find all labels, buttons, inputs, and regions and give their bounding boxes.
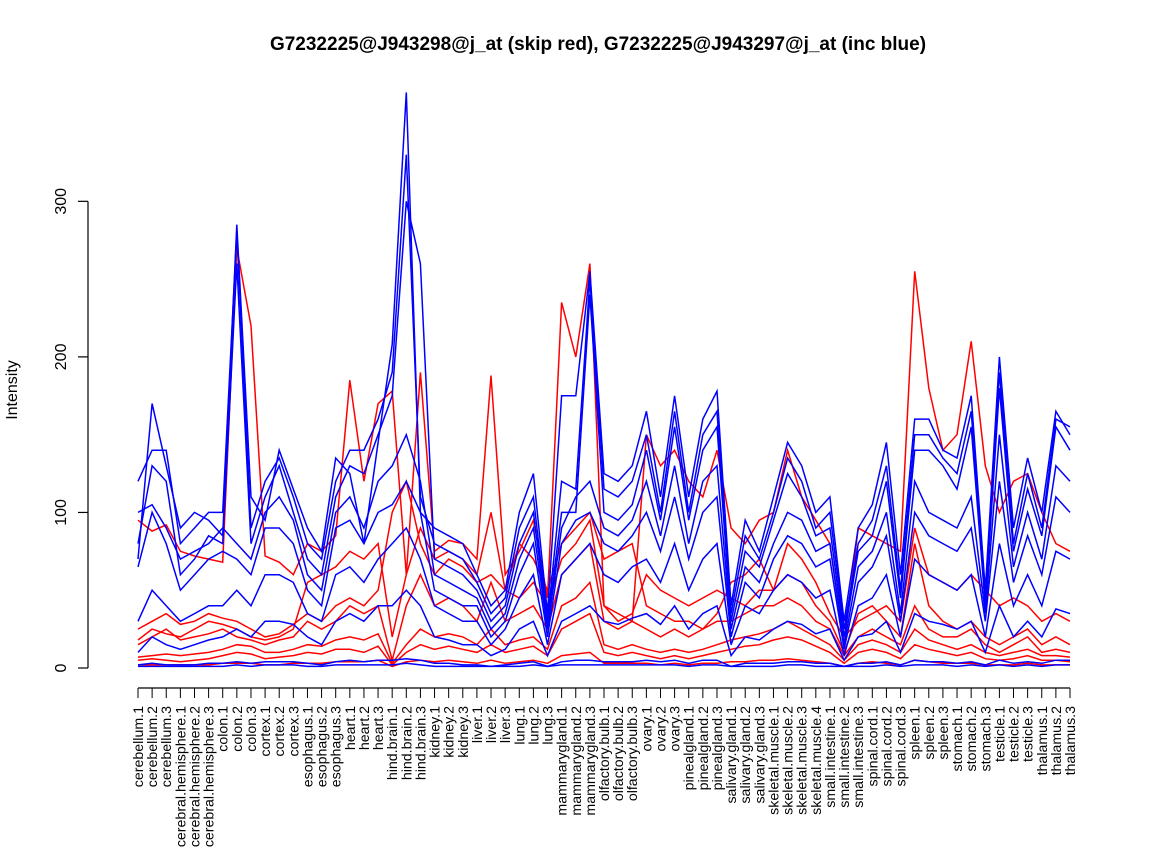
x-tick-label: ovary.2	[653, 706, 669, 752]
x-tick-label: liver.2	[484, 706, 500, 743]
x-tick-label: cerebellum.1	[131, 706, 147, 787]
x-tick-label: testicle.1	[992, 706, 1008, 762]
x-tick-label: esophagus.1	[300, 706, 316, 787]
x-tick-label: cerebellum.3	[159, 706, 175, 787]
x-tick-label: kidney.3	[456, 706, 472, 758]
x-tick-label: hind.brain.2	[399, 706, 415, 780]
y-tick-label: 0	[53, 663, 70, 672]
y-tick-label: 100	[53, 499, 70, 526]
x-tick-label: colon.2	[230, 706, 246, 752]
x-tick-label: small.intestine.1	[823, 706, 839, 808]
series-line-inc-15	[137, 657, 1070, 668]
x-tick-label: olfactory.bulb.3	[625, 706, 641, 801]
y-tick-label: 200	[53, 343, 70, 370]
y-axis: 0 100 200 300	[53, 188, 89, 672]
x-tick-label: spinal.cord.3	[894, 706, 910, 787]
series-line-inc-10	[137, 201, 1071, 638]
x-tick-label: pinealgland.1	[682, 706, 698, 791]
x-tick-label: spleen.3	[936, 706, 952, 760]
x-tick-label: esophagus.3	[329, 706, 345, 787]
series-line-skip-6	[137, 612, 1071, 666]
x-tick-label: thalamus.2	[1049, 706, 1065, 776]
x-tick-label: spinal.cord.1	[865, 706, 881, 787]
x-tick-label: lung.1	[512, 706, 528, 745]
x-tick-label: hind.brain.3	[413, 706, 429, 780]
series-line-skip-5	[137, 580, 1071, 665]
x-tick-label: pinealgland.3	[710, 706, 726, 791]
x-tick-label: ovary.3	[668, 706, 684, 752]
x-tick-label: liver.1	[470, 706, 486, 743]
x-tick-label: stomach.2	[964, 706, 980, 772]
x-tick-label: salivary.gland.3	[752, 706, 768, 804]
x-tick-label: colon.1	[216, 706, 232, 752]
x-tick-label: lung.3	[541, 706, 557, 745]
x-tick-label: lung.2	[526, 706, 542, 745]
x-tick-label: testicle.3	[1021, 706, 1037, 762]
x-tick-label: stomach.3	[978, 706, 994, 772]
x-tick-label: heart.2	[357, 706, 373, 750]
series-line-inc-14	[137, 589, 1071, 662]
x-tick-label: spinal.cord.2	[879, 706, 895, 787]
chart-title: G7232225@J943298@j_at (skip red), G72322…	[270, 34, 926, 55]
x-tick-label: skeletal.muscle.2	[781, 706, 797, 815]
x-tick-label: pinealgland.2	[696, 706, 712, 791]
x-tick-label: cortex.1	[258, 706, 274, 757]
x-tick-label: kidney.1	[428, 706, 444, 758]
series-line-skip-3	[137, 510, 1071, 655]
x-tick-label: skeletal.muscle.3	[795, 706, 811, 815]
series-line-inc-13	[137, 526, 1071, 656]
x-tick-label: hind.brain.1	[385, 706, 401, 780]
x-tick-label: heart.3	[371, 706, 387, 750]
series-line-inc-8	[137, 92, 1071, 622]
x-tick-label: skeletal.muscle.4	[809, 706, 825, 815]
x-tick-label: spleen.2	[922, 706, 938, 760]
x-tick-label: kidney.2	[442, 706, 458, 758]
x-tick-label: colon.3	[244, 706, 260, 752]
x-tick-label: spleen.1	[908, 706, 924, 760]
x-tick-label: cerebral.hemisphere.2	[187, 706, 203, 847]
x-tick-label: ovary.1	[639, 706, 655, 752]
x-tick-label: cerebellum.2	[145, 706, 161, 787]
x-tick-label: skeletal.muscle.1	[766, 706, 782, 815]
x-tick-label: mammarygland.1	[555, 706, 571, 816]
series-layer	[137, 92, 1071, 668]
x-tick-label: mammarygland.3	[583, 706, 599, 816]
x-tick-label: cortex.3	[286, 706, 302, 757]
x-tick-label: small.intestine.2	[837, 706, 853, 808]
x-tick-label: small.intestine.3	[851, 706, 867, 808]
x-tick-label: testicle.2	[1007, 706, 1023, 762]
x-tick-label: thalamus.1	[1035, 706, 1051, 776]
x-tick-label: stomach.1	[950, 706, 966, 772]
series-line-inc-9	[137, 154, 1071, 630]
series-line-inc-16	[138, 662, 1070, 668]
x-tick-label: salivary.gland.2	[738, 706, 754, 804]
x-tick-label: heart.1	[343, 706, 359, 750]
x-tick-label: liver.3	[498, 706, 514, 743]
x-tick-label: thalamus.3	[1063, 706, 1079, 776]
series-line-inc-12	[137, 479, 1071, 650]
y-axis-label: Intensity	[4, 360, 21, 420]
x-axis: cerebellum.1cerebellum.2cerebellum.3cere…	[131, 687, 1079, 847]
x-tick-label: olfactory.bulb.2	[611, 706, 627, 801]
x-tick-label: cortex.2	[272, 706, 288, 757]
x-tick-label: mammarygland.2	[569, 706, 585, 816]
x-tick-label: olfactory.bulb.1	[597, 706, 613, 801]
x-tick-label: cerebral.hemisphere.3	[202, 706, 218, 847]
series-line-skip-1	[137, 247, 1071, 645]
y-tick-label: 300	[53, 188, 70, 215]
series-line-inc-11	[137, 432, 1071, 645]
x-tick-label: salivary.gland.1	[724, 706, 740, 804]
x-tick-label: esophagus.2	[315, 706, 331, 787]
x-tick-label: cerebral.hemisphere.1	[173, 706, 189, 847]
